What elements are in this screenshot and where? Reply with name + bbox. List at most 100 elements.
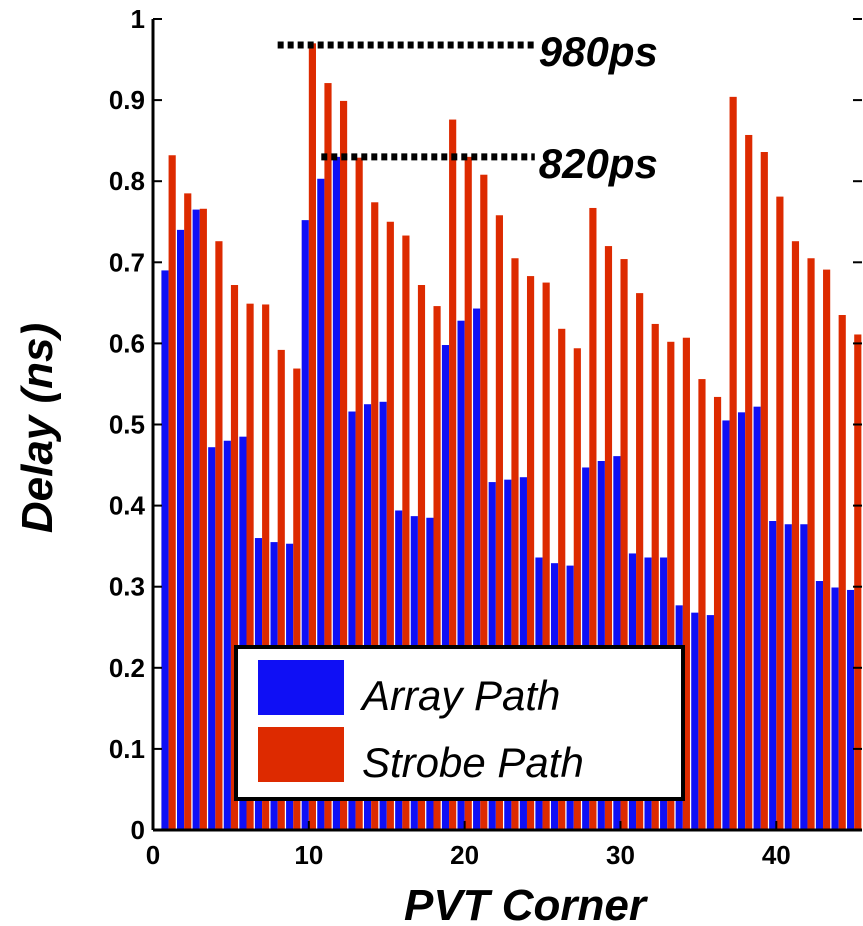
bar-strobe-path-24 — [526, 276, 535, 831]
bar-strobe-path-20 — [464, 156, 472, 830]
bar-strobe-path-28 — [589, 207, 597, 830]
bar-strobe-path-34 — [682, 337, 690, 830]
bar-strobe-path-6 — [246, 303, 254, 830]
bar-array-path-38 — [737, 412, 746, 830]
annotations-group: 980ps 820ps — [277, 28, 658, 187]
bar-strobe-path-31 — [636, 293, 644, 830]
bar-strobe-path-5 — [230, 285, 239, 830]
x-tick-label-30: 30 — [606, 840, 635, 870]
bar-strobe-path-2 — [184, 193, 192, 830]
y-tick-label-0.4: 0.4 — [109, 491, 146, 521]
y-tick-label-0.1: 0.1 — [109, 734, 145, 764]
bar-strobe-path-27 — [573, 348, 581, 830]
y-tick-label-0.2: 0.2 — [109, 653, 145, 683]
bar-array-path-3 — [192, 209, 200, 831]
bar-strobe-path-8 — [277, 349, 285, 830]
bar-array-path-5 — [223, 440, 231, 830]
bar-strobe-path-44 — [838, 315, 846, 830]
y-tick-label-0.9: 0.9 — [109, 85, 145, 115]
axes-group: 00.10.20.30.40.50.60.70.80.910 10 20 30 40 — [109, 4, 862, 870]
bar-strobe-path-26 — [558, 328, 566, 830]
bar-strobe-path-12 — [339, 100, 348, 830]
bar-array-path-39 — [753, 406, 761, 830]
bar-strobe-path-30 — [620, 259, 628, 830]
y-tick-label-1: 1 — [131, 4, 145, 34]
legend-label-strobe-path: Strobe Path — [362, 739, 584, 786]
x-tick-label-0: 0 — [146, 840, 160, 870]
bar-array-path-35 — [691, 612, 699, 830]
bar-array-path-20 — [457, 320, 465, 830]
bar-array-path-10 — [301, 220, 309, 830]
bar-array-path-43 — [815, 581, 824, 830]
legend-label-array-path: Array Path — [359, 672, 560, 719]
bar-strobe-path-14 — [371, 202, 379, 831]
bar-array-path-2 — [177, 229, 185, 831]
bar-strobe-path-10 — [308, 43, 316, 830]
bar-array-path-4 — [208, 447, 216, 830]
bar-array-path-45 — [847, 589, 855, 830]
y-tick-label-0.3: 0.3 — [109, 572, 145, 602]
bar-strobe-path-9 — [293, 368, 301, 830]
bar-strobe-path-35 — [698, 379, 706, 830]
bar-strobe-path-39 — [760, 152, 768, 830]
bar-array-path-41 — [784, 524, 792, 830]
x-tick-label-20: 20 — [450, 840, 479, 870]
bar-strobe-path-37 — [729, 96, 737, 831]
bar-array-path-15 — [379, 401, 387, 830]
bar-array-path-42 — [800, 524, 808, 830]
bar-array-path-21 — [473, 308, 481, 830]
bar-strobe-path-3 — [199, 208, 207, 830]
y-tick-label-0.8: 0.8 — [109, 166, 145, 196]
bar-strobe-path-15 — [386, 221, 394, 830]
bar-array-path-37 — [722, 420, 730, 830]
legend-swatch-array-path — [258, 660, 344, 715]
bar-array-path-1 — [161, 270, 169, 830]
bar-strobe-path-21 — [480, 174, 488, 830]
bar-strobe-path-13 — [355, 157, 363, 830]
annotation-label-820ps: 820ps — [539, 140, 658, 187]
bar-array-path-14 — [363, 404, 372, 830]
bar-array-path-40 — [769, 521, 777, 830]
y-tick-label-0: 0 — [131, 815, 145, 845]
bar-strobe-path-41 — [791, 241, 800, 830]
bar-strobe-path-42 — [807, 258, 815, 830]
bar-strobe-path-19 — [449, 119, 457, 830]
bar-strobe-path-7 — [262, 304, 270, 831]
bar-strobe-path-17 — [417, 285, 426, 830]
bar-array-path-30 — [613, 456, 621, 830]
bar-array-path-11 — [317, 178, 325, 830]
bar-strobe-path-25 — [542, 282, 550, 830]
y-tick-label-0.7: 0.7 — [109, 247, 145, 277]
bar-array-path-6 — [239, 436, 247, 830]
x-tick-label-10: 10 — [294, 840, 323, 870]
bar-strobe-path-33 — [667, 341, 675, 830]
x-tick-label-40: 40 — [762, 840, 791, 870]
bar-strobe-path-45 — [854, 334, 862, 830]
bar-strobe-path-23 — [511, 258, 519, 830]
bar-strobe-path-43 — [823, 269, 831, 831]
bar-strobe-path-32 — [651, 323, 659, 830]
bar-strobe-path-36 — [713, 396, 722, 830]
bar-strobe-path-18 — [433, 306, 441, 831]
x-axis-title: PVT Corner — [404, 881, 649, 926]
legend: Array Path Strobe Path — [234, 645, 685, 801]
bar-array-path-44 — [831, 587, 839, 830]
bar-strobe-path-1 — [168, 155, 176, 830]
bar-strobe-path-40 — [776, 196, 784, 831]
bar-array-path-36 — [706, 615, 714, 830]
y-tick-label-0.6: 0.6 — [109, 328, 145, 358]
bar-strobe-path-29 — [604, 246, 613, 830]
bar-strobe-path-16 — [402, 235, 410, 831]
y-tick-label-0.5: 0.5 — [109, 410, 145, 440]
bar-array-path-13 — [348, 411, 356, 830]
legend-swatch-strobe-path — [258, 727, 344, 782]
bar-strobe-path-22 — [495, 215, 503, 830]
bar-array-path-12 — [332, 156, 340, 830]
bar-array-path-19 — [441, 345, 450, 830]
bar-strobe-path-11 — [324, 83, 332, 830]
bar-strobe-path-38 — [745, 134, 753, 831]
annotation-label-980ps: 980ps — [539, 28, 658, 75]
y-axis-title: Delay (ns) — [13, 323, 62, 533]
bar-strobe-path-4 — [215, 241, 223, 830]
